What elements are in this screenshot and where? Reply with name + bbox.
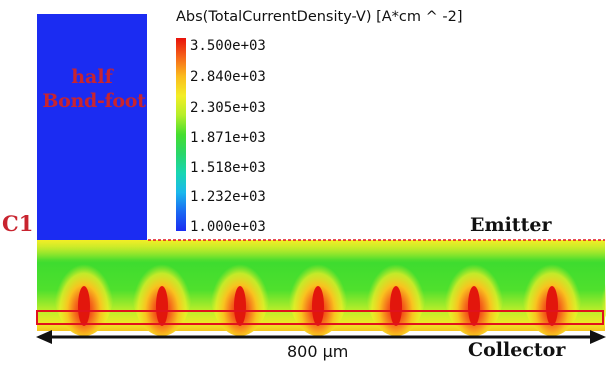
colorbar-tick-label: 1.871e+03 <box>190 130 266 146</box>
colorbar-tick-label: 1.232e+03 <box>190 189 266 205</box>
colorbar-tick-label: 1.518e+03 <box>190 160 266 176</box>
hotspot-core <box>546 286 558 326</box>
length-label: 800 μm <box>287 342 349 361</box>
collector-highlight-box <box>36 310 604 325</box>
bond-foot-block: half Bond-foot <box>37 14 147 240</box>
emitter-label: Emitter <box>470 214 552 236</box>
hotspot-core <box>390 286 402 326</box>
hotspot-core <box>78 286 90 326</box>
hotspot-glow <box>600 262 606 318</box>
bond-foot-label-line2: Bond-foot <box>42 90 146 112</box>
colorbar-tick-label: 2.840e+03 <box>190 69 266 85</box>
c1-label: C1 <box>2 211 34 236</box>
legend-title: Abs(TotalCurrentDensity-V) [A*cm ^ -2] <box>176 9 463 25</box>
hotspot-group <box>54 244 606 336</box>
hotspot-core <box>234 286 246 326</box>
colorbar-tick-label: 1.000e+03 <box>190 219 266 235</box>
collector-label: Collector <box>468 339 566 361</box>
hotspot-core <box>468 286 480 326</box>
hotspot-core <box>156 286 168 326</box>
hotspot-core <box>312 286 324 326</box>
dimension-arrow-left-head <box>36 330 52 344</box>
dimension-arrow-right-head <box>590 330 606 344</box>
colorbar-tick-label: 2.305e+03 <box>190 100 266 116</box>
colorbar-tick-label: 3.500e+03 <box>190 38 266 54</box>
bond-foot-label-line1: half <box>71 66 113 88</box>
colorbar <box>176 38 186 231</box>
